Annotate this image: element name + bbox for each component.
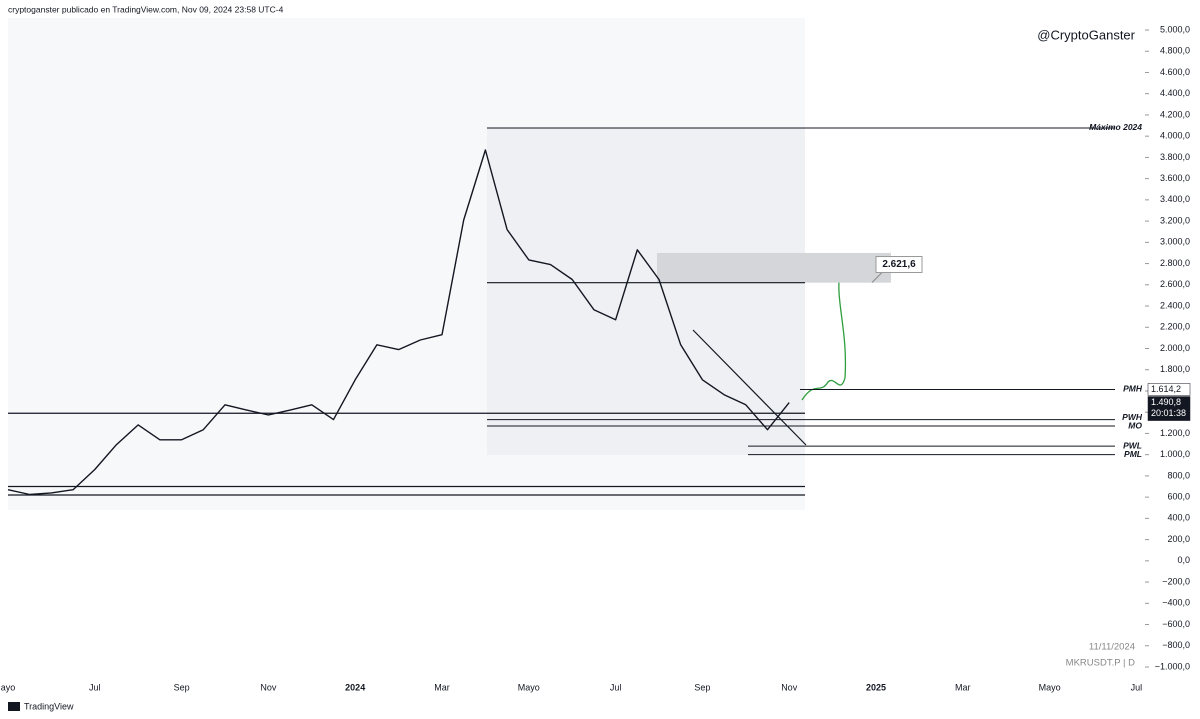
y-tick-label: −800,0 bbox=[1162, 640, 1190, 650]
y-tick-label: 2.600,0 bbox=[1160, 279, 1190, 289]
y-tick-label: 4.600,0 bbox=[1160, 67, 1190, 77]
x-tick-label: 2024 bbox=[345, 682, 365, 692]
y-tick-label: 0,0 bbox=[1177, 555, 1190, 565]
x-tick-label: Mayo bbox=[1039, 682, 1061, 692]
annotation-label: 2.621,6 bbox=[882, 259, 916, 270]
y-tick-label: 3.200,0 bbox=[1160, 215, 1190, 225]
y-tick-label: 1.800,0 bbox=[1160, 364, 1190, 374]
x-tick-label: Mayo bbox=[518, 682, 540, 692]
header: cryptoganster publicado en TradingView.c… bbox=[8, 4, 284, 14]
brand-logo bbox=[8, 702, 20, 711]
x-tick-label: 2025 bbox=[866, 682, 886, 692]
y-tick-label: 4.400,0 bbox=[1160, 88, 1190, 98]
level-label: PML bbox=[1124, 449, 1142, 459]
price-tag-label: 1.614,2 bbox=[1151, 384, 1181, 394]
level-label: Máximo 2024 bbox=[1089, 122, 1142, 132]
x-tick-label: Nov bbox=[781, 682, 798, 692]
y-tick-label: 3.400,0 bbox=[1160, 194, 1190, 204]
y-tick-label: 600,0 bbox=[1167, 492, 1190, 502]
y-tick-label: 5.000,0 bbox=[1160, 24, 1190, 34]
x-tick-label: Sep bbox=[694, 682, 710, 692]
watermark: @CryptoGanster bbox=[1037, 27, 1135, 42]
x-tick-label: Mar bbox=[955, 682, 971, 692]
level-label: PWL bbox=[1123, 440, 1142, 450]
zone bbox=[657, 252, 891, 283]
y-tick-label: 3.000,0 bbox=[1160, 237, 1190, 247]
annotation-box bbox=[875, 256, 923, 274]
x-tick-label: Sep bbox=[174, 682, 190, 692]
y-tick-label: 2.200,0 bbox=[1160, 322, 1190, 332]
y-tick-label: 2.400,0 bbox=[1160, 300, 1190, 310]
level-label: PWH bbox=[1122, 412, 1143, 422]
y-tick-label: 1.000,0 bbox=[1160, 449, 1190, 459]
countdown: 20:01:38 bbox=[1151, 408, 1186, 418]
y-tick-label: 3.800,0 bbox=[1160, 152, 1190, 162]
x-tick-label: Jul bbox=[1131, 682, 1143, 692]
price-tag bbox=[1147, 383, 1191, 396]
x-tick-label: Jul bbox=[89, 682, 101, 692]
y-tick-label: 400,0 bbox=[1167, 513, 1190, 523]
profile-shade bbox=[487, 128, 805, 455]
y-tick-label: 200,0 bbox=[1167, 534, 1190, 544]
price-line bbox=[7, 149, 790, 496]
projection bbox=[801, 271, 847, 401]
footer-date: 11/11/2024 bbox=[1089, 642, 1135, 653]
y-tick-label: 2.800,0 bbox=[1160, 258, 1190, 268]
x-tick-label: Jul bbox=[610, 682, 622, 692]
level-label: PMH bbox=[1123, 384, 1143, 394]
y-tick-label: 4.200,0 bbox=[1160, 109, 1190, 119]
x-tick-label: Mar bbox=[434, 682, 450, 692]
y-tick-label: −1.000,0 bbox=[1155, 661, 1190, 671]
y-tick-label: 800,0 bbox=[1167, 470, 1190, 480]
y-tick-label: 4.000,0 bbox=[1160, 131, 1190, 141]
y-tick-label: −200,0 bbox=[1162, 576, 1190, 586]
x-tick-label: ayo bbox=[1, 682, 16, 692]
y-tick-label: −600,0 bbox=[1162, 619, 1190, 629]
y-tick-label: −400,0 bbox=[1162, 598, 1190, 608]
x-tick-label: Nov bbox=[260, 682, 277, 692]
y-tick-label: 4.800,0 bbox=[1160, 46, 1190, 56]
price-tag bbox=[1147, 396, 1191, 421]
y-tick-label: 3.600,0 bbox=[1160, 173, 1190, 183]
y-tick-label: 2.000,0 bbox=[1160, 343, 1190, 353]
price-tag-label: 1.490,8 bbox=[1151, 397, 1181, 407]
y-tick-label: 1.200,0 bbox=[1160, 428, 1190, 438]
symbol: MKRUSDT.P | D bbox=[1066, 658, 1135, 669]
brand: TradingView bbox=[24, 701, 74, 711]
level-label: MO bbox=[1128, 420, 1142, 430]
